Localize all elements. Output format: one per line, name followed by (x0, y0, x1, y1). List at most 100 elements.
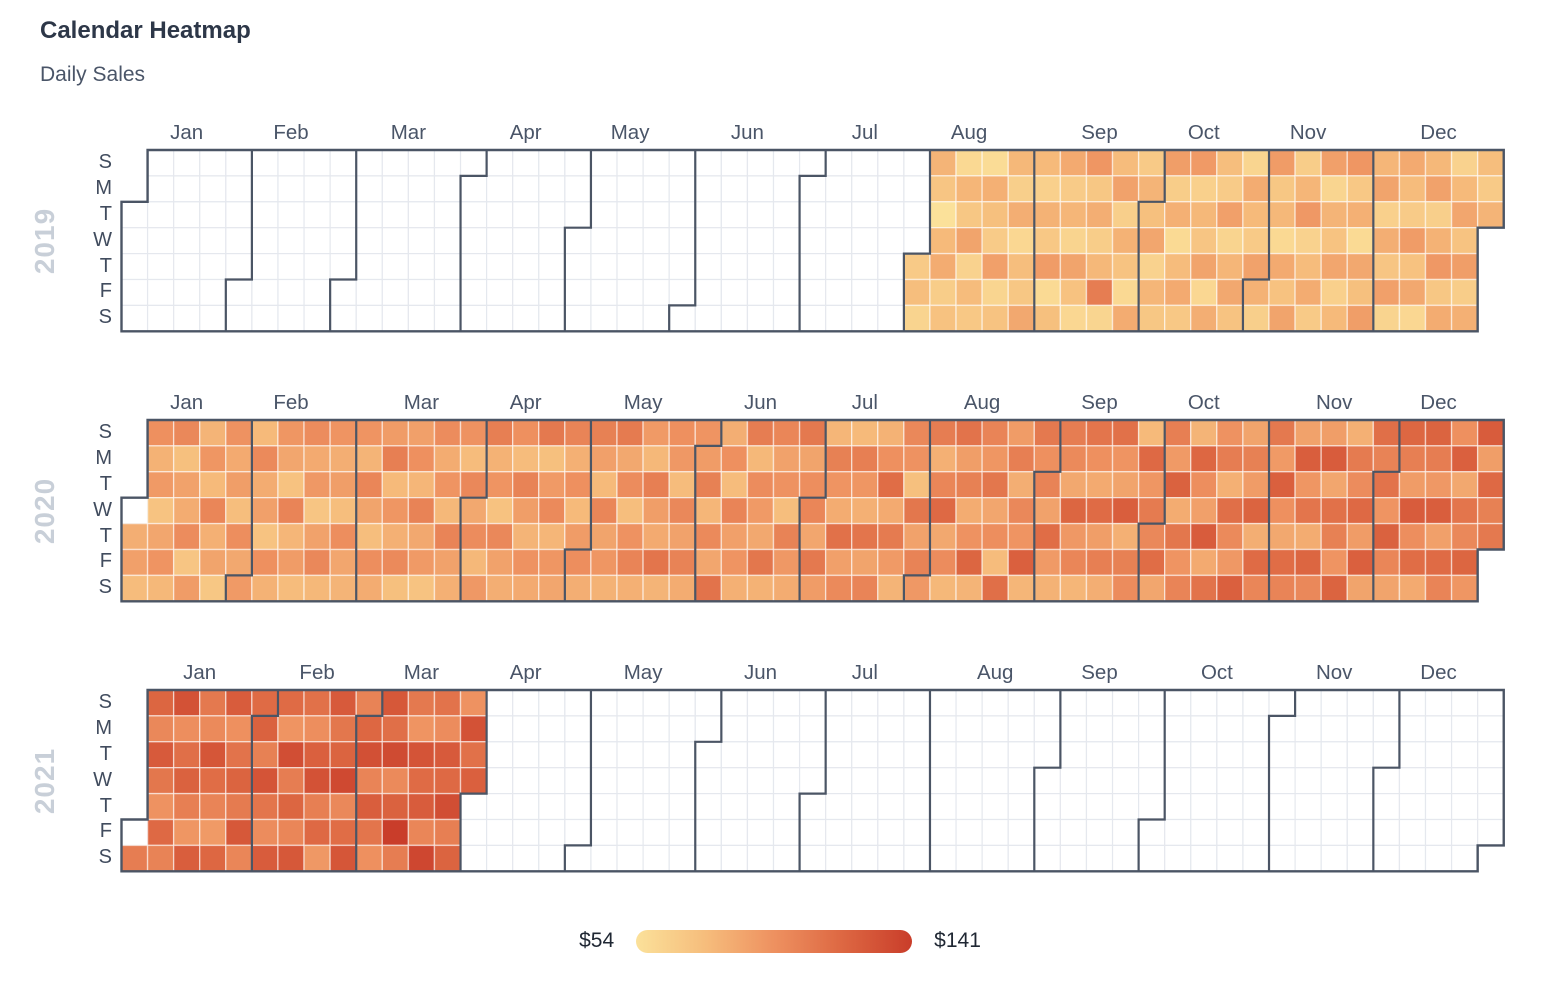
day-cell (355, 496, 384, 525)
day-cell (172, 818, 201, 847)
day-cell (1242, 252, 1270, 281)
month-label: May (624, 391, 663, 414)
day-cell (825, 818, 853, 846)
day-cell (877, 767, 905, 795)
day-cell (1450, 741, 1479, 769)
color-legend: $54 $141 (0, 929, 1560, 953)
day-cell (1320, 175, 1348, 203)
day-cell (1398, 445, 1427, 473)
day-cell (381, 419, 410, 447)
day-cell (1477, 818, 1505, 846)
day-cell (303, 792, 331, 821)
day-cell (616, 715, 644, 743)
day-cell (564, 149, 592, 177)
day-cell (798, 201, 827, 229)
day-cell (1398, 252, 1427, 281)
day-cell (616, 201, 644, 229)
day-cell (1294, 844, 1322, 872)
day-cell (433, 304, 462, 332)
day-cell (1320, 149, 1348, 177)
day-cell (1424, 818, 1453, 846)
day-cell (1085, 419, 1114, 447)
day-cell (1111, 304, 1140, 332)
day-cell (1320, 252, 1348, 281)
day-label: M (95, 716, 112, 739)
day-cell (1164, 818, 1192, 846)
day-cell (694, 715, 722, 743)
day-cell (146, 818, 175, 847)
day-cell (199, 471, 227, 499)
day-cell (877, 689, 905, 717)
day-cell (1268, 419, 1296, 447)
day-cell (1216, 844, 1244, 872)
day-cell (1163, 201, 1192, 229)
day-cell (1059, 496, 1088, 525)
day-cell (1242, 304, 1270, 332)
day-cell (1346, 522, 1375, 551)
month-label: Oct (1188, 391, 1220, 414)
day-cell (1059, 715, 1088, 743)
day-cell (616, 227, 644, 255)
month-label: Sep (1081, 661, 1117, 684)
day-cell (1242, 149, 1270, 177)
day-cell (459, 201, 488, 229)
day-cell (329, 471, 357, 499)
day-cell (486, 741, 514, 769)
day-cell (1216, 715, 1244, 743)
day-cell (146, 522, 175, 551)
day-cell (381, 548, 410, 577)
day-cell (1450, 818, 1479, 846)
day-cell (694, 445, 723, 473)
day-cell (1424, 278, 1453, 307)
day-cell (694, 201, 722, 229)
day-cell (720, 227, 749, 255)
day-cell (1242, 419, 1270, 447)
day-cell (1346, 419, 1375, 447)
day-cell (1294, 548, 1322, 577)
day-cell (798, 304, 827, 332)
day-cell (746, 201, 775, 229)
day-cell (1033, 793, 1061, 821)
day-cell (981, 496, 1009, 525)
day-cell (798, 522, 827, 551)
day-cell (1424, 419, 1453, 447)
day-cell (485, 574, 514, 602)
day-cell (772, 227, 801, 255)
day-cell (824, 419, 853, 447)
day-cell (329, 574, 357, 602)
day-cell (1450, 445, 1479, 473)
day-cell (538, 304, 566, 332)
day-cell (1033, 715, 1061, 743)
day-cell (1190, 793, 1218, 821)
day-cell (772, 818, 801, 846)
day-cell (486, 227, 514, 255)
day-cell (407, 844, 436, 872)
day-cell (1268, 689, 1296, 717)
day-cell (303, 253, 331, 281)
day-cell (225, 149, 253, 177)
day-cell (616, 496, 644, 525)
day-cell (642, 715, 670, 743)
day-cell (1137, 175, 1166, 203)
day-cell (1007, 689, 1035, 717)
day-cell (173, 253, 201, 281)
day-cell (1424, 548, 1453, 577)
day-cell (1424, 445, 1453, 473)
month-label: Oct (1188, 121, 1220, 144)
day-cell (407, 253, 436, 281)
day-cell (329, 741, 357, 769)
day-cell (1476, 201, 1505, 229)
day-cell (1476, 496, 1505, 525)
day-cell (1138, 793, 1166, 821)
day-cell (851, 689, 879, 717)
day-cell (1163, 175, 1192, 203)
day-cell (590, 522, 618, 551)
day-cell (1398, 496, 1427, 525)
day-cell (538, 548, 566, 577)
day-cell (642, 741, 670, 769)
day-cell (1242, 793, 1270, 821)
day-cell (564, 715, 592, 743)
day-cell (329, 278, 357, 306)
day-cell (590, 227, 618, 255)
day-cell (903, 149, 931, 177)
